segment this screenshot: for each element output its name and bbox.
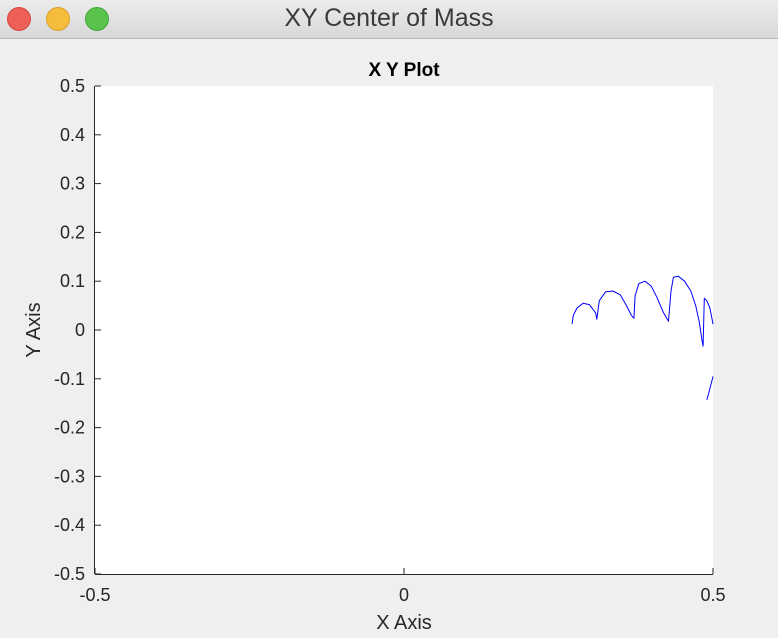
xy-plot-figure: X Y Plot 0.5 0.4 0.3 0.2 0.1 0 -0.1 -0.2 -0.3 -0.… [23, 60, 726, 634]
x-tick-label: 0 [399, 585, 409, 605]
window-title: XY Center of Mass [284, 4, 494, 32]
y-tick-label: 0.2 [60, 222, 85, 242]
chart-title: X Y Plot [368, 60, 440, 81]
y-tick-label: -0.2 [54, 418, 85, 438]
window-titlebar[interactable]: XY Center of Mass [0, 0, 778, 39]
y-axis-ticks: 0.5 0.4 0.3 0.2 0.1 0 -0.1 -0.2 -0.3 -0.4 -0.5 [54, 76, 101, 584]
y-tick-label: -0.1 [54, 369, 85, 389]
y-tick-label: -0.5 [54, 564, 85, 584]
x-axis-ticks: -0.5 0 0.5 [79, 568, 726, 605]
zoom-window-button[interactable] [85, 7, 109, 31]
y-axis-label: Y Axis [23, 302, 45, 357]
x-tick-label: -0.5 [79, 585, 110, 605]
y-tick-label: 0.4 [60, 125, 85, 145]
y-tick-label: 0.5 [60, 76, 85, 96]
close-window-button[interactable] [7, 7, 31, 31]
y-tick-label: -0.3 [54, 466, 85, 486]
y-tick-label: 0 [75, 320, 85, 340]
plot-area[interactable] [95, 86, 713, 574]
data-series-group [571, 275, 714, 400]
minimize-window-button[interactable] [46, 7, 70, 31]
x-axis-label: X Axis [376, 612, 432, 634]
y-tick-label: -0.4 [54, 515, 85, 535]
x-tick-label: 0.5 [700, 585, 725, 605]
series-line-2 [706, 376, 714, 400]
y-tick-label: 0.3 [60, 174, 85, 194]
y-tick-label: 0.1 [60, 271, 85, 291]
series-line-1 [571, 275, 714, 347]
